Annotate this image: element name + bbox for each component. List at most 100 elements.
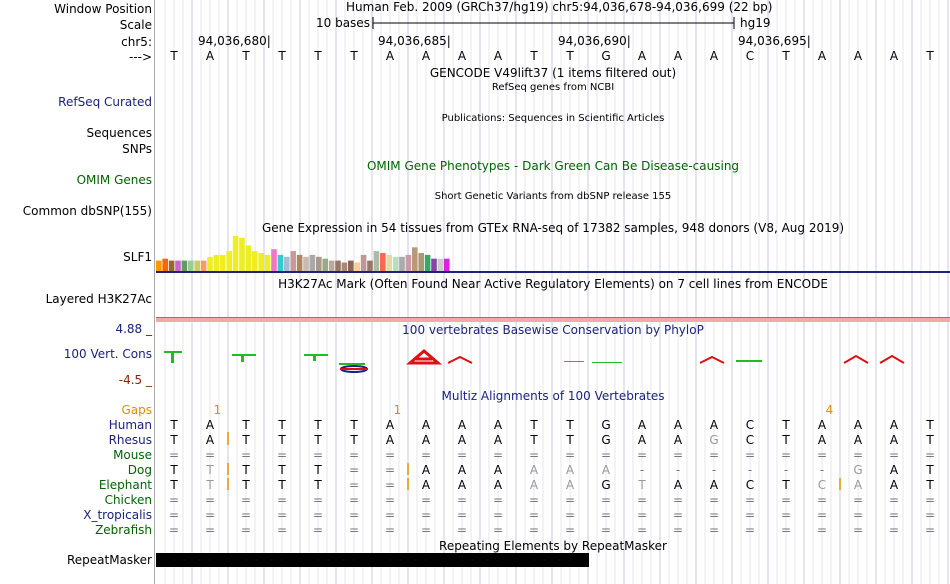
species-label[interactable]: Chicken (104, 493, 152, 507)
gtex-tissue-bar[interactable] (341, 262, 348, 273)
aligned-base: = (888, 523, 900, 537)
gtex-tissue-bar[interactable] (348, 260, 354, 272)
aligned-base: A (709, 478, 719, 492)
cons-title[interactable]: 100 vertebrates Basewise Conservation by… (402, 323, 704, 337)
aligned-base: T (926, 463, 934, 477)
h3k27-label[interactable]: Layered H3K27Ac (45, 292, 152, 306)
gap-marks: 1 1 4 (156, 403, 950, 417)
gtex-bar-chart[interactable] (156, 234, 556, 272)
gtex-tissue-bar[interactable] (424, 254, 431, 272)
aligned-base: T (530, 433, 538, 447)
h3k27-title[interactable]: H3K27Ac Mark (Often Found Near Active Re… (278, 277, 828, 291)
gtex-tissue-bar[interactable] (392, 256, 399, 272)
gtex-tissue-bar[interactable] (213, 254, 220, 272)
gtex-tissue-bar[interactable] (405, 254, 412, 272)
gtex-tissue-bar[interactable] (258, 253, 264, 272)
gtex-tissue-bar[interactable] (303, 256, 309, 272)
species-label[interactable]: Human (108, 418, 152, 432)
gtex-tissue-bar[interactable] (200, 260, 207, 272)
species-label[interactable]: Elephant (98, 478, 152, 492)
gtex-tissue-bar[interactable] (168, 260, 175, 272)
reference-base: A (709, 49, 719, 63)
gtex-tissue-bar[interactable] (418, 253, 424, 272)
gtex-tissue-bar[interactable] (175, 260, 181, 272)
species-label[interactable]: Rhesus (108, 433, 152, 447)
gtex-tissue-bar[interactable] (226, 251, 232, 272)
repeat-label[interactable]: RepeatMasker (66, 553, 152, 567)
gtex-tissue-bar[interactable] (328, 260, 335, 272)
scale-bases: 10 bases (316, 16, 370, 30)
species-label[interactable]: X_tropicalis (83, 508, 152, 522)
gtex-tissue-bar[interactable] (162, 258, 168, 272)
gtex-tissue-bar[interactable] (373, 251, 380, 272)
publications-title[interactable]: Publications: Sequences in Scientific Ar… (441, 113, 665, 124)
species-row: = = = = = = = = = = = = = = = = = = = = = = (156, 493, 950, 508)
gtex-title[interactable]: Gene Expression in 54 tissues from GTEx … (261, 221, 845, 235)
gtex-tissue-bar[interactable] (380, 253, 386, 272)
gtex-tissue-bar[interactable] (360, 254, 367, 272)
gencode-title[interactable]: GENCODE V49lift37 (1 items filtered out) (429, 66, 677, 80)
gtex-tissue-bar[interactable] (322, 258, 328, 272)
dbsnp-title[interactable]: Short Genetic Variants from dbSNP releas… (434, 191, 672, 202)
aligned-base: A (853, 433, 863, 447)
aligned-base: A (457, 418, 467, 432)
gtex-tissue-bar[interactable] (245, 245, 252, 272)
omim-label[interactable]: OMIM Genes (76, 173, 152, 187)
gtex-tissue-bar[interactable] (290, 251, 296, 272)
repeat-element-block[interactable] (156, 553, 589, 567)
gtex-tissue-bar[interactable] (156, 260, 162, 272)
gtex-tissue-bar[interactable] (444, 258, 450, 272)
gtex-tissue-bar[interactable] (386, 254, 392, 272)
aligned-base: C (745, 433, 755, 447)
gtex-gene-label[interactable]: SLF1 (123, 250, 152, 264)
gtex-tissue-bar[interactable] (296, 254, 303, 272)
species-label[interactable]: Dog (127, 463, 152, 477)
aligned-base: G (601, 418, 611, 432)
species-label[interactable]: Zebrafish (95, 523, 152, 537)
cons-label[interactable]: 100 Vert. Cons (63, 347, 152, 361)
gtex-tissue-bar[interactable] (239, 237, 245, 272)
gtex-tissue-bar[interactable] (309, 254, 316, 272)
gtex-tissue-bar[interactable] (367, 260, 373, 272)
gtex-tissue-bar[interactable] (207, 256, 213, 272)
gtex-tissue-bar[interactable] (277, 254, 284, 272)
gtex-tissue-bar[interactable] (264, 254, 271, 272)
aligned-base: T (314, 418, 322, 432)
multiz-title[interactable]: Multiz Alignments of 100 Vertebrates (441, 389, 665, 403)
gtex-tissue-bar[interactable] (271, 249, 277, 272)
aligned-base: T (278, 433, 286, 447)
aligned-base: = (636, 493, 648, 507)
aligned-base: A (673, 478, 683, 492)
gtex-tissue-bar[interactable] (252, 251, 258, 272)
gtex-tissue-bar[interactable] (335, 260, 341, 272)
gtex-tissue-bar[interactable] (181, 260, 188, 272)
aligned-base: = (204, 508, 216, 522)
aligned-base: = (888, 448, 900, 462)
sequences-label[interactable]: Sequences (86, 126, 152, 140)
aligned-base: = (708, 508, 720, 522)
gtex-tissue-bar[interactable] (316, 256, 322, 272)
repeat-title[interactable]: Repeating Elements by RepeatMasker (439, 539, 667, 553)
aligned-base: = (816, 523, 828, 537)
gtex-tissue-bar[interactable] (194, 260, 200, 272)
gtex-tissue-bar[interactable] (220, 254, 226, 272)
snps-label[interactable]: SNPs (122, 142, 152, 156)
aligned-base: = (636, 448, 648, 462)
gtex-tissue-bar[interactable] (188, 260, 194, 272)
gtex-tissue-bar[interactable] (412, 247, 418, 272)
gtex-tissue-bar[interactable] (431, 258, 437, 272)
dbsnp-label[interactable]: Common dbSNP(155) (22, 204, 152, 218)
aligned-base: A (673, 418, 683, 432)
gtex-tissue-bar[interactable] (232, 235, 239, 272)
gtex-tissue-bar[interactable] (399, 256, 405, 272)
gtex-tissue-bar[interactable] (284, 256, 290, 272)
omim-title[interactable]: OMIM Gene Phenotypes - Dark Green Can Be… (366, 159, 740, 173)
reference-base: T (566, 49, 574, 63)
gtex-tissue-bar[interactable] (354, 262, 360, 273)
window-position-value: Human Feb. 2009 (GRCh37/hg19) chr5:94,03… (346, 0, 773, 14)
aligned-base: = (564, 448, 576, 462)
species-label[interactable]: Mouse (113, 448, 152, 462)
refseq-label[interactable]: RefSeq Curated (58, 95, 152, 109)
gtex-tissue-bar[interactable] (437, 258, 444, 272)
